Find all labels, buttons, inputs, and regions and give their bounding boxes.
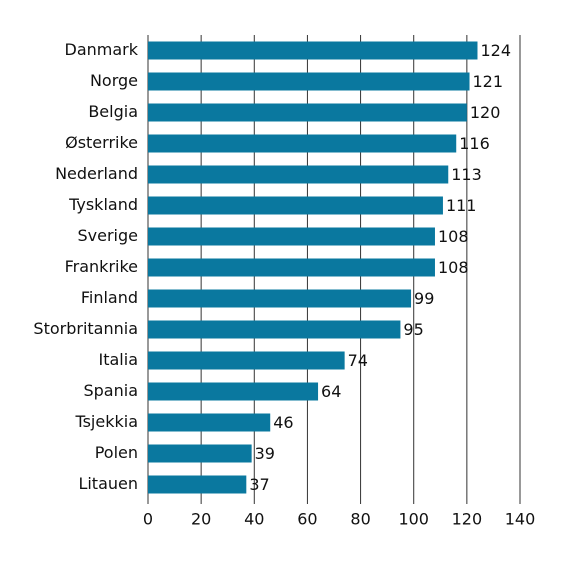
bar bbox=[148, 227, 435, 246]
y-tick-label: Finland bbox=[81, 288, 138, 307]
value-label: 108 bbox=[438, 258, 469, 277]
x-tick-label: 80 bbox=[350, 510, 370, 529]
value-label: 124 bbox=[480, 41, 511, 60]
bar bbox=[148, 196, 443, 215]
x-tick-label: 20 bbox=[191, 510, 211, 529]
y-tick-label: Belgia bbox=[88, 102, 138, 121]
y-tick-label: Tyskland bbox=[68, 195, 138, 214]
value-label: 108 bbox=[438, 227, 469, 246]
value-label: 64 bbox=[321, 382, 341, 401]
y-tick-label: Norge bbox=[90, 71, 138, 90]
y-tick-label: Tsjekkia bbox=[74, 412, 138, 431]
bar bbox=[148, 165, 449, 184]
y-tick-label: Frankrike bbox=[65, 257, 138, 276]
value-label: 39 bbox=[255, 444, 275, 463]
bar bbox=[148, 320, 401, 339]
bar bbox=[148, 258, 435, 277]
value-label: 46 bbox=[273, 413, 293, 432]
y-tick-label: Polen bbox=[95, 443, 138, 462]
y-tick-label: Storbritannia bbox=[33, 319, 138, 338]
bar bbox=[148, 413, 271, 432]
value-label: 121 bbox=[473, 72, 504, 91]
x-tick-label: 120 bbox=[452, 510, 483, 529]
bar bbox=[148, 444, 252, 463]
y-tick-label: Østerrike bbox=[65, 133, 138, 152]
value-label: 111 bbox=[446, 196, 477, 215]
bar bbox=[148, 103, 467, 122]
y-tick-label: Sverige bbox=[78, 226, 139, 245]
bar bbox=[148, 41, 478, 60]
value-label: 113 bbox=[451, 165, 482, 184]
x-tick-label: 0 bbox=[143, 510, 153, 529]
x-tick-label: 100 bbox=[398, 510, 429, 529]
y-tick-label: Litauen bbox=[78, 474, 138, 493]
bar bbox=[148, 289, 412, 308]
x-tick-label: 60 bbox=[297, 510, 317, 529]
y-tick-label: Spania bbox=[83, 381, 138, 400]
y-tick-label: Italia bbox=[99, 350, 139, 369]
x-tick-label: 140 bbox=[505, 510, 536, 529]
bar bbox=[148, 351, 345, 370]
value-label: 37 bbox=[249, 475, 269, 494]
bar bbox=[148, 382, 319, 401]
value-label: 116 bbox=[459, 134, 490, 153]
bar bbox=[148, 475, 247, 494]
value-label: 99 bbox=[414, 289, 434, 308]
bar bbox=[148, 134, 457, 153]
y-tick-label: Nederland bbox=[55, 164, 138, 183]
value-label: 120 bbox=[470, 103, 501, 122]
value-label: 95 bbox=[403, 320, 423, 339]
y-tick-label: Danmark bbox=[65, 40, 139, 59]
value-label: 74 bbox=[348, 351, 368, 370]
bar bbox=[148, 72, 470, 91]
x-tick-label: 40 bbox=[244, 510, 264, 529]
